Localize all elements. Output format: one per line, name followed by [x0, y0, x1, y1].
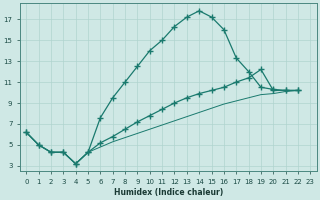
- X-axis label: Humidex (Indice chaleur): Humidex (Indice chaleur): [114, 188, 223, 197]
